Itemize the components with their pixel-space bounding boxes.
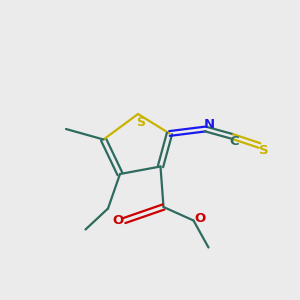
Text: C: C — [229, 135, 239, 148]
Text: S: S — [259, 143, 269, 157]
Text: O: O — [112, 214, 124, 227]
Text: O: O — [194, 212, 206, 226]
Text: N: N — [203, 118, 215, 131]
Text: S: S — [136, 116, 146, 129]
